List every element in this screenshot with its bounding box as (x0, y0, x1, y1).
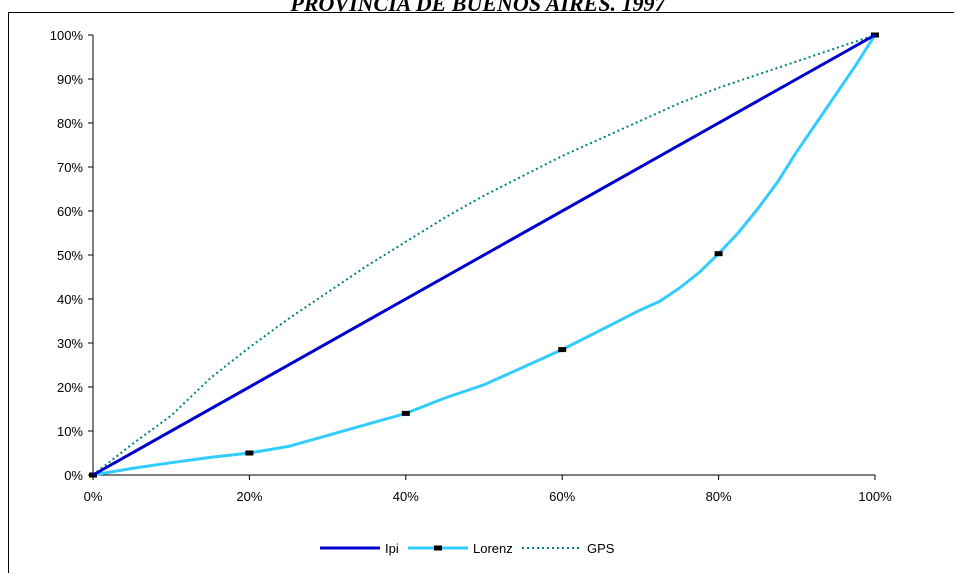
y-tick-label: 100% (50, 28, 84, 43)
x-tick-label: 100% (858, 489, 892, 504)
legend-marker (434, 545, 442, 551)
chart-frame (8, 12, 954, 573)
x-tick-label: 60% (549, 489, 575, 504)
legend-label-ipi: Ipi (385, 541, 399, 556)
x-tick-label: 0% (84, 489, 103, 504)
x-tick-label: 20% (236, 489, 262, 504)
series-line-lorenz (92, 34, 877, 477)
y-tick-label: 40% (57, 292, 83, 307)
y-tick-label: 0% (64, 468, 83, 483)
y-tick-label: 10% (57, 424, 83, 439)
series-layer (89, 32, 879, 478)
y-tick-label: 70% (57, 160, 83, 175)
legend-label-lorenz: Lorenz (473, 541, 513, 556)
y-tick-label: 60% (57, 204, 83, 219)
axes: 0% 10% 20% 30% 40% 50% 60% 70% 80% 90% 100% 0% 20% 40… (50, 28, 892, 504)
y-tick-label: 80% (57, 116, 83, 131)
x-tick-label: 40% (393, 489, 419, 504)
y-tick-label: 90% (57, 72, 83, 87)
series-line-ipi (92, 33, 876, 477)
y-tick-label: 50% (57, 248, 83, 263)
y-tick-label: 30% (57, 336, 83, 351)
lorenz-marker (558, 347, 567, 353)
legend: Ipi Lorenz GPS (320, 541, 615, 556)
y-tick-label: 20% (57, 380, 83, 395)
lorenz-marker (714, 251, 723, 257)
lorenz-marker (245, 450, 254, 456)
legend-label-gps: GPS (587, 541, 615, 556)
series-line-gps (92, 34, 876, 476)
x-tick-label: 80% (706, 489, 732, 504)
lorenz-marker (401, 410, 410, 416)
